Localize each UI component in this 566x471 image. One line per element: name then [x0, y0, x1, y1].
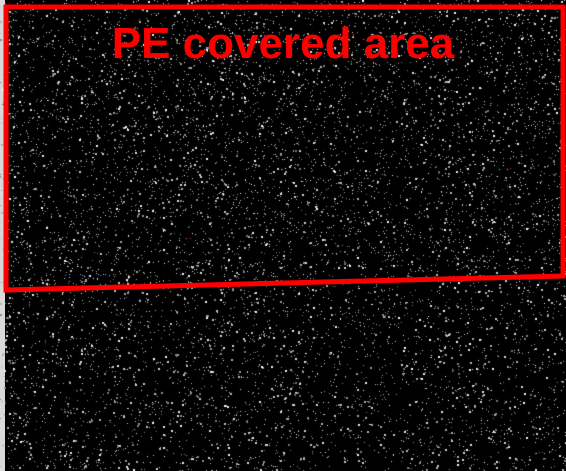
region-border [3, 4, 566, 293]
region-label: PE covered area [111, 19, 455, 68]
